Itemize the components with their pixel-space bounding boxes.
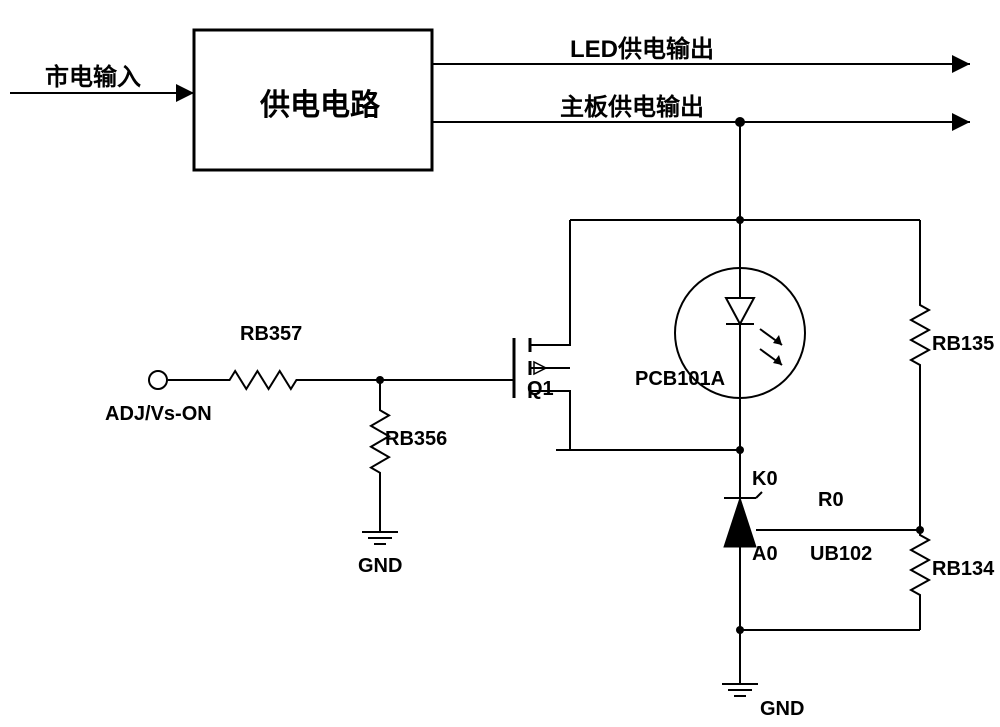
arrow-icon	[952, 113, 970, 131]
label-k0: K0	[752, 468, 778, 490]
ground-icon	[362, 532, 398, 544]
wires	[10, 64, 970, 684]
arrow-icon	[176, 84, 194, 102]
arrow-icon	[952, 55, 970, 73]
label-mb_out: 主板供电输出	[560, 93, 704, 121]
junction-dot	[735, 117, 745, 127]
label-led_out: LED供电输出	[570, 35, 714, 63]
label-psu_block: 供电电路	[259, 89, 381, 122]
label-a0: A0	[752, 543, 778, 565]
label-r0: R0	[818, 489, 844, 511]
label-rb357: RB357	[240, 323, 302, 345]
resistor-icon	[911, 300, 929, 370]
ground-icon	[722, 684, 758, 696]
terminal-adj	[149, 371, 167, 389]
label-q1: Q1	[527, 378, 554, 400]
label-pcb101a: PCB101A	[635, 368, 725, 390]
resistor-icon	[911, 530, 929, 600]
label-gnd1: GND	[358, 555, 402, 577]
junction-dot	[376, 376, 384, 384]
label-rb134: RB134	[932, 558, 995, 580]
junction-dot	[736, 446, 744, 454]
resistor-icon	[224, 371, 302, 389]
label-gnd2: GND	[760, 698, 804, 720]
junction-dot	[736, 216, 744, 224]
label-rb135: RB135	[932, 333, 994, 355]
label-ub102: UB102	[810, 543, 872, 565]
label-mains_in: 市电输入	[45, 63, 141, 91]
label-adj: ADJ/Vs-ON	[105, 403, 212, 425]
label-rb356: RB356	[385, 428, 447, 450]
shunt-ub102	[724, 492, 770, 547]
junction-dot	[736, 626, 744, 634]
labels: 市电输入供电电路 LED供电输出主板供电输出 ADJ/Vs-ON RB357 RB356…	[45, 35, 995, 720]
